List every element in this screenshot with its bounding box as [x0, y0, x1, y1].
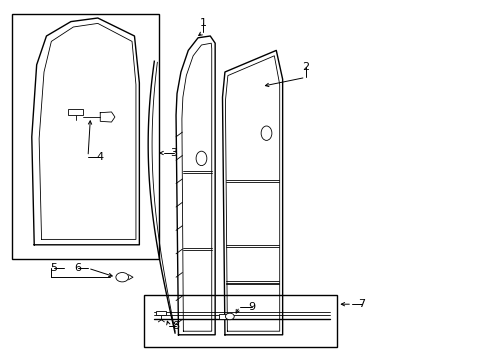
- Text: 1: 1: [199, 18, 206, 28]
- Text: 2: 2: [302, 62, 308, 72]
- Text: 7: 7: [358, 299, 365, 309]
- Ellipse shape: [196, 151, 206, 166]
- Ellipse shape: [261, 126, 271, 140]
- Text: 8: 8: [172, 321, 179, 331]
- Circle shape: [116, 273, 128, 282]
- Bar: [68, 109, 83, 115]
- Text: 3: 3: [170, 148, 177, 158]
- Text: 4: 4: [97, 152, 103, 162]
- Text: 5: 5: [50, 263, 57, 273]
- Bar: [156, 311, 166, 315]
- Bar: [219, 314, 225, 319]
- Text: 9: 9: [248, 302, 255, 312]
- Bar: [12, 14, 159, 259]
- Bar: [144, 295, 337, 347]
- Text: 6: 6: [75, 263, 81, 273]
- Circle shape: [225, 313, 234, 320]
